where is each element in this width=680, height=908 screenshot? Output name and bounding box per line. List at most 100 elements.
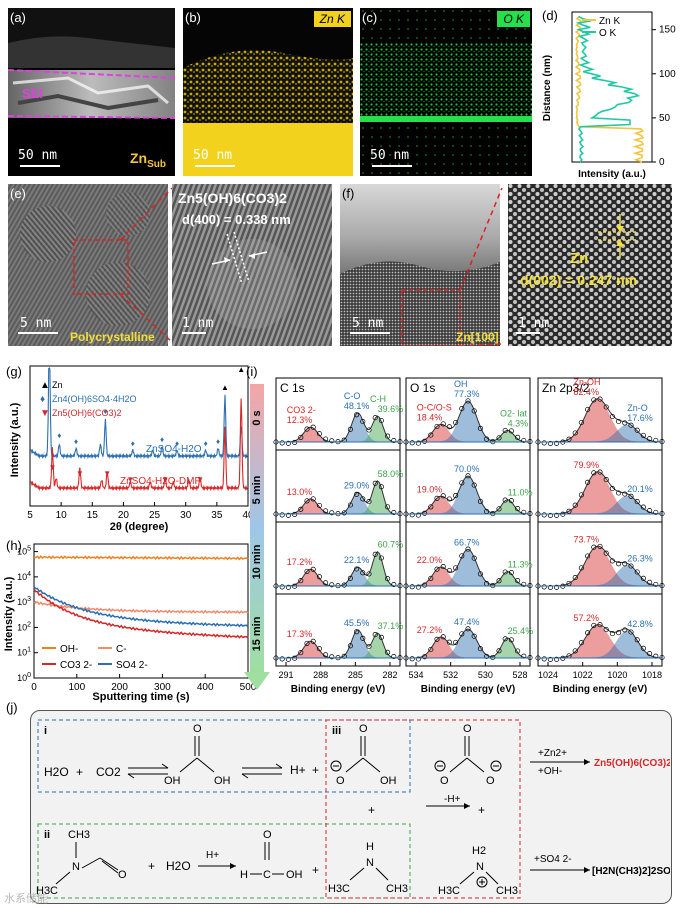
- xps-point-1-1-48: [502, 497, 508, 503]
- y-tick-label-h-5: 105: [17, 546, 31, 557]
- legend-zn5-marker: ▼: [40, 408, 50, 419]
- box-i-label: i: [44, 725, 47, 737]
- xps-tick-label-1-2: 530: [478, 670, 493, 680]
- xps-point-0-0-21: [316, 431, 322, 437]
- series-label-blue: ZnSO4-H2O: [146, 444, 202, 455]
- peak-marker-g-4: ♦: [160, 435, 164, 444]
- xps-point-1-0-45: [496, 435, 502, 441]
- xps-point-2-1-39: [616, 490, 622, 496]
- xps-point-0-2-6: [285, 584, 291, 590]
- xps-point-2-3-3: [541, 656, 547, 662]
- arrow-so4-head: [584, 867, 590, 873]
- xps-point-1-2-12: [428, 575, 434, 581]
- y-tick-label-d-150: 150: [659, 25, 676, 36]
- xps-point-1-2-45: [496, 578, 502, 584]
- x-tick-label-g-20: 20: [118, 510, 130, 521]
- chart-h-frame: [33, 543, 249, 679]
- xps-point-0-3-15: [304, 640, 310, 646]
- y-tick-label-h-1: 101: [17, 647, 31, 658]
- xps-point-1-2-6: [415, 584, 421, 590]
- xps-point-1-0-15: [434, 423, 440, 430]
- scale-text-e1: 5 nm: [20, 316, 52, 331]
- peak-marker-g-14: ▲: [221, 383, 229, 392]
- chart-i: (i) 0 s 5 min 10 min 15 min C 1s Binding ene…: [244, 364, 665, 695]
- xps-point-0-3-6: [285, 656, 291, 662]
- xps-point-2-1-24: [585, 479, 591, 485]
- xps-point-0-3-39: [354, 629, 360, 635]
- xps-point-0-3-48: [372, 632, 378, 638]
- dmah-n: N: [476, 861, 484, 873]
- xps-value-1-0-1: 77.3%: [454, 389, 480, 399]
- xps-point-2-3-6: [547, 656, 553, 662]
- xps-tick-label-2-1: 1022: [573, 670, 593, 680]
- plus-1: +: [76, 765, 83, 779]
- x-tick-label-g-25: 25: [149, 510, 161, 521]
- co-o-left: O: [440, 775, 449, 787]
- panel-c-image: (c) O K 50 nm: [360, 8, 532, 176]
- xps-point-1-3-9: [422, 654, 428, 660]
- xps-point-0-0-39: [354, 412, 360, 418]
- xps-point-2-0-15: [566, 436, 572, 442]
- panel-label-b: (b): [185, 10, 201, 25]
- chart-i-label: (i): [246, 364, 258, 379]
- peak-marker-g-6: ♦: [204, 439, 208, 448]
- product-zn5: Zn5(OH)6(CO3)2: [594, 758, 670, 769]
- xps-point-1-3-18: [440, 634, 446, 640]
- dmah-h2: H2: [472, 845, 486, 857]
- xps-point-1-2-27: [459, 553, 465, 559]
- y-tick-label-h-4: 104: [17, 571, 31, 582]
- xps-value-1-1-1: 70.0%: [454, 464, 480, 474]
- bc-o-top: O: [359, 723, 368, 735]
- row-label-0: 0 s: [251, 410, 263, 425]
- scale-bar-b: [195, 165, 235, 167]
- xps-value-1-2-2: 11.3%: [508, 559, 533, 569]
- xps-point-1-0-36: [477, 425, 483, 431]
- xps-point-1-1-18: [440, 493, 446, 499]
- polycrystal-texture: [8, 184, 168, 346]
- xps-point-1-3-3: [409, 656, 415, 662]
- xps-value-0-2-2: 60.7%: [378, 540, 404, 550]
- xps-point-0-0-54: [385, 433, 391, 439]
- xps-point-1-1-45: [496, 506, 502, 512]
- xps-tick-label-2-2: 1020: [607, 670, 627, 680]
- dimethylamine: H N H3C CH3: [328, 841, 408, 895]
- xps-point-2-3-39: [616, 630, 622, 636]
- co-o-top: O: [463, 723, 472, 735]
- xps-value-2-1-1: 20.1%: [627, 484, 653, 494]
- row-label-2: 10 min: [251, 544, 263, 579]
- formula-e: Zn5(OH)6(CO3)2: [178, 190, 287, 206]
- xps-value-1-3-1: 47.4%: [454, 617, 480, 627]
- peak-marker-g-0: ♦: [57, 431, 61, 440]
- xps-peak-name-2-0: Zn-OH: [574, 377, 601, 387]
- xps-point-2-3-48: [634, 637, 640, 643]
- xps-point-2-2-36: [609, 558, 615, 564]
- hrtem-lattice: [172, 184, 332, 346]
- series-line-znso4-h2o-dmf: [29, 398, 248, 492]
- xps-point-0-3-21: [316, 646, 322, 652]
- xps-point-0-0-45: [366, 427, 372, 433]
- xps-point-1-0-6: [415, 440, 421, 446]
- xps-point-2-3-21: [578, 640, 584, 646]
- xps-value-2-0-0: 82.4%: [574, 387, 600, 397]
- xps-point-0-3-36: [347, 643, 353, 649]
- xps-point-1-0-12: [428, 432, 434, 438]
- xps-point-0-2-15: [304, 568, 310, 574]
- zoom-lines-f: [460, 187, 503, 346]
- dma-ch3: CH3: [386, 883, 408, 895]
- box-iii-label: iii: [332, 725, 341, 737]
- legend-zn-marker: ▲: [40, 380, 50, 391]
- dma-n: N: [366, 857, 374, 869]
- chart-d-frame: [571, 11, 653, 163]
- scale-bar-e1: [18, 332, 58, 334]
- chart-g-xlabel: 2θ (degree): [110, 521, 169, 533]
- dimethylammonium: H2 N H3C CH3: [438, 845, 518, 897]
- xps-point-1-2-54: [515, 578, 521, 584]
- series-line-c: [33, 601, 249, 615]
- xps-point-0-3-51: [378, 634, 384, 640]
- xps-point-2-2-3: [541, 584, 547, 590]
- dmah-ch3: CH3: [496, 885, 518, 897]
- xps-point-1-2-3: [409, 584, 415, 590]
- time-arrow: [250, 384, 264, 674]
- xps-point-2-0-42: [622, 420, 628, 426]
- zn100-tag: Zn[100]: [456, 330, 499, 344]
